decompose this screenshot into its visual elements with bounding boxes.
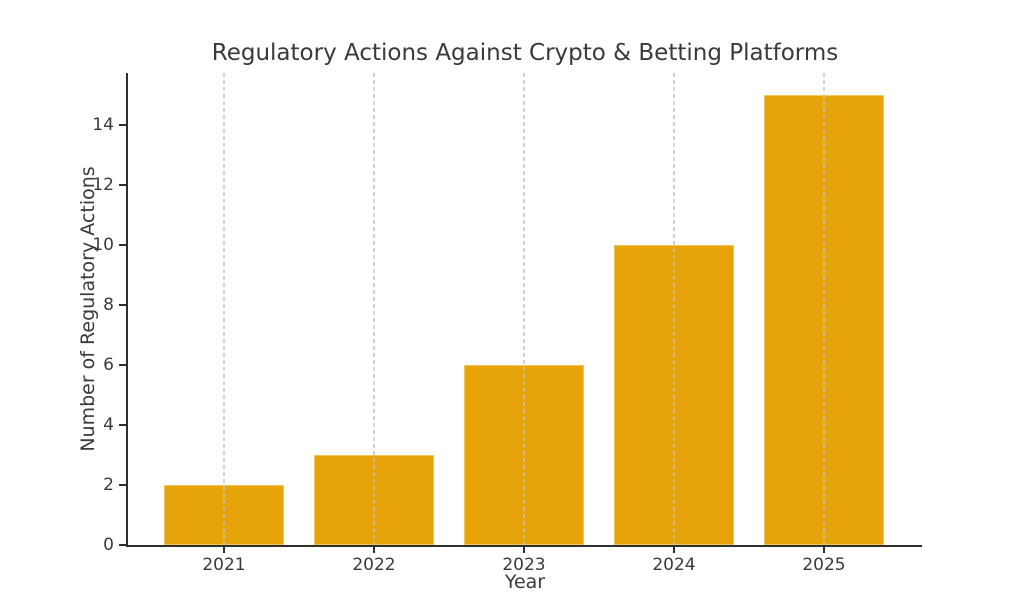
y-tick-mark-6 bbox=[119, 364, 126, 367]
x-tick-mark-2025 bbox=[823, 545, 825, 553]
gridline-2022 bbox=[373, 73, 375, 545]
y-tick-label-14: 14 bbox=[92, 115, 114, 136]
x-tick-label-2025: 2025 bbox=[802, 555, 846, 575]
y-tick-label-12: 12 bbox=[92, 175, 114, 196]
y-tick-label-6: 6 bbox=[103, 355, 114, 376]
y-tick-mark-8 bbox=[119, 304, 126, 307]
y-tick-mark-14 bbox=[119, 124, 126, 127]
y-tick-label-2: 2 bbox=[103, 475, 114, 496]
gridline-2025 bbox=[823, 73, 825, 545]
y-tick-mark-10 bbox=[119, 244, 126, 247]
x-tick-label-2024: 2024 bbox=[652, 555, 696, 575]
x-tick-label-2022: 2022 bbox=[352, 555, 396, 575]
chart-title: Regulatory Actions Against Crypto & Bett… bbox=[211, 40, 839, 66]
gridline-2021 bbox=[223, 73, 225, 545]
gridline-2023 bbox=[523, 73, 525, 545]
x-axis-label: Year bbox=[504, 571, 546, 593]
x-tick-mark-2022 bbox=[373, 545, 375, 553]
y-tick-mark-4 bbox=[119, 424, 126, 427]
y-tick-label-0: 0 bbox=[103, 535, 114, 555]
y-tick-label-8: 8 bbox=[103, 295, 114, 316]
x-tick-label-2023: 2023 bbox=[502, 555, 546, 575]
y-tick-mark-12 bbox=[119, 184, 126, 187]
x-tick-mark-2024 bbox=[673, 545, 675, 553]
plot-area: 2021 2022 2023 2024 2025 0 2 4 6 8 10 12 14 bbox=[92, 73, 922, 575]
gridline-2024 bbox=[673, 73, 675, 545]
x-tick-label-2021: 2021 bbox=[202, 555, 246, 575]
y-tick-label-10: 10 bbox=[92, 235, 114, 256]
x-tick-mark-2021 bbox=[223, 545, 225, 553]
y-tick-mark-2 bbox=[119, 484, 126, 487]
y-axis-spine bbox=[126, 73, 128, 547]
y-tick-mark-0 bbox=[119, 544, 126, 546]
x-tick-mark-2023 bbox=[523, 545, 525, 553]
y-tick-label-4: 4 bbox=[103, 415, 114, 436]
